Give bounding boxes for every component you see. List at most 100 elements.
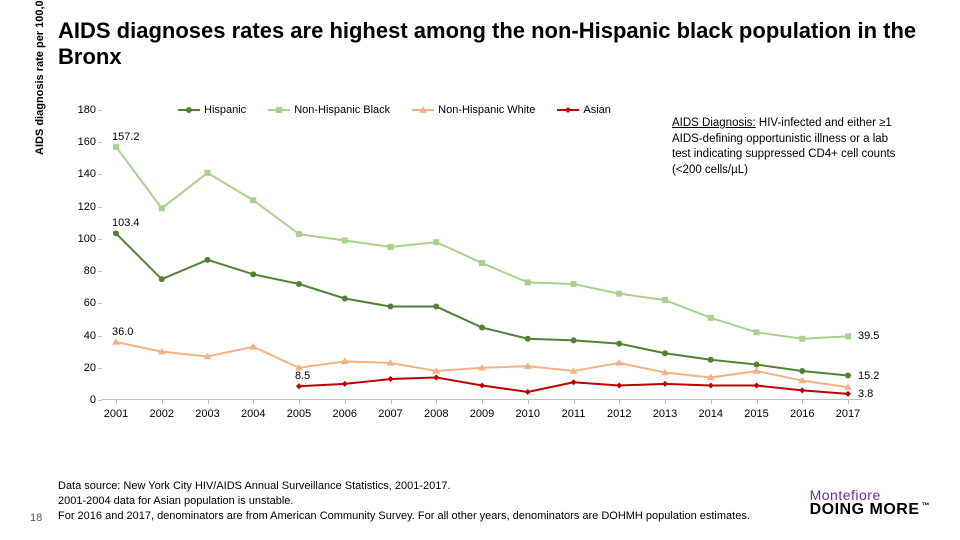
series-marker [616,341,622,347]
ytick [98,110,102,111]
brand-logo: Montefiore DOING MORE™ [810,488,930,518]
xtick-label: 2007 [378,408,402,420]
ytick-label: 140 [66,168,96,180]
ytick [98,400,102,401]
xtick [208,400,209,404]
xtick [619,400,620,404]
series-marker [525,336,531,342]
footer-line: 2001-2004 data for Asian population is u… [58,494,760,509]
series-marker [433,239,439,245]
footer-line: For 2016 and 2017, denominators are from… [58,509,760,524]
xtick-label: 2011 [562,408,586,420]
series-marker [205,170,211,176]
data-label: 157.2 [112,131,140,143]
y-axis-label: AIDS diagnosis rate per 100,000 [34,0,46,155]
xtick-label: 2016 [790,408,814,420]
xtick-label: 2003 [195,408,219,420]
chart: HispanicNon-Hispanic BlackNon-Hispanic W… [58,110,908,430]
series-marker [296,383,302,389]
series-marker [113,144,119,150]
xtick [482,400,483,404]
xtick-label: 2001 [104,408,128,420]
series-marker [249,343,257,350]
series-marker [113,230,119,236]
xtick [802,400,803,404]
ytick [98,207,102,208]
data-label: 103.4 [112,217,140,229]
ytick-label: 60 [66,297,96,309]
xtick-label: 2015 [744,408,768,420]
data-label: 36.0 [112,326,133,338]
series-marker [525,389,531,395]
series-marker [754,383,760,389]
ytick [98,336,102,337]
xtick [345,400,346,404]
series-marker [112,338,120,345]
series-marker [296,281,302,287]
series-marker [571,379,577,385]
footer-source: Data source: New York City HIV/AIDS Annu… [58,479,760,524]
data-label: 15.2 [858,370,879,382]
series-marker [754,362,760,368]
series-marker [388,244,394,250]
series-marker [615,359,623,366]
xtick [711,400,712,404]
series-marker [616,383,622,389]
xtick [574,400,575,404]
xtick [436,400,437,404]
data-label: 39.5 [858,330,879,342]
page-title: AIDS diagnoses rates are highest among t… [58,18,920,71]
series-marker [479,325,485,331]
xtick-label: 2014 [699,408,723,420]
data-label: 3.8 [858,388,873,400]
plot-area: AIDS Diagnosis: HIV-infected and either … [102,110,862,400]
series-marker [662,381,668,387]
series-marker [845,373,851,379]
ytick-label: 80 [66,265,96,277]
xtick [116,400,117,404]
series-marker [525,279,531,285]
xtick-label: 2006 [333,408,357,420]
series-marker [571,281,577,287]
ytick [98,239,102,240]
xtick [848,400,849,404]
series-marker [662,297,668,303]
xtick [253,400,254,404]
series-marker [388,304,394,310]
xtick-label: 2012 [607,408,631,420]
ytick-label: 20 [66,362,96,374]
series-marker [708,383,714,389]
xtick-label: 2008 [424,408,448,420]
xtick [299,400,300,404]
series-marker [799,336,805,342]
series-marker [205,257,211,263]
ytick-label: 0 [66,394,96,406]
series-marker [250,197,256,203]
series-marker [479,260,485,266]
brand-name: Montefiore [810,488,930,502]
ytick-label: 40 [66,330,96,342]
ytick-label: 180 [66,104,96,116]
series-marker [571,337,577,343]
slide-number: 18 [30,512,42,524]
data-label: 8.5 [295,370,310,382]
series-marker [388,376,394,382]
xtick [528,400,529,404]
series-marker [342,381,348,387]
ytick-label: 160 [66,136,96,148]
series-marker [754,329,760,335]
xtick [665,400,666,404]
xtick [757,400,758,404]
series-line [116,233,848,375]
annotation-box: AIDS Diagnosis: HIV-infected and either … [672,116,902,178]
series-marker [250,271,256,277]
ytick [98,142,102,143]
brand-tagline: DOING MORE™ [810,502,930,518]
xtick [391,400,392,404]
footer-line: Data source: New York City HIV/AIDS Annu… [58,479,760,494]
series-marker [342,238,348,244]
ytick [98,174,102,175]
series-marker [708,315,714,321]
xtick-label: 2017 [836,408,860,420]
series-marker [845,391,851,397]
